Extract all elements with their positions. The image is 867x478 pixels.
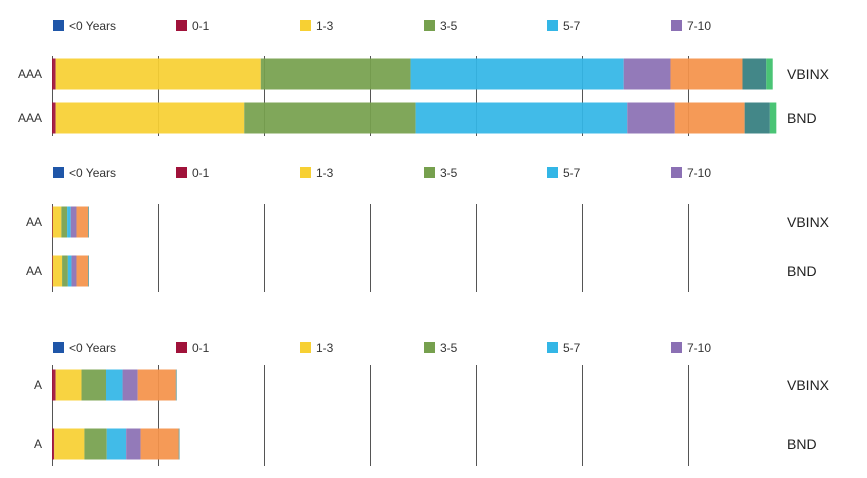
bar-segment-a-bnd-0-1	[52, 428, 55, 460]
bar-segment-aa-bnd-3-5	[62, 255, 68, 287]
bar-segment-aaa-bnd-1-3	[55, 102, 245, 134]
bar-segment-aaa-bnd-0-1	[52, 102, 56, 134]
bar-segment-aaa-bnd-20	[769, 102, 777, 134]
rating-label-aaa: AAA	[18, 111, 42, 125]
bar-segment-aaa-bnd-5-7	[415, 102, 628, 134]
bar-segment-aaa-bnd-3-5	[244, 102, 416, 134]
rating-label-aa: AA	[26, 215, 42, 229]
bar-segment-aa-vbinx-15-20	[88, 206, 89, 238]
bar-segment-aaa-vbinx-3-5	[260, 58, 411, 90]
legend-swatch-7-10	[671, 167, 682, 178]
legend-label-5-7: 5-7	[563, 341, 581, 355]
legend-swatch-0-years	[53, 20, 64, 31]
bar-segment-a-bnd-3-5	[84, 428, 107, 460]
bar-segment-aa-vbinx-0-1	[52, 206, 53, 238]
legend-label-0-years: <0 Years	[69, 341, 116, 355]
legend-swatch-7-10	[671, 20, 682, 31]
legend-swatch-0-1	[176, 342, 187, 353]
legend-label-1-3: 1-3	[316, 19, 334, 33]
bar-segment-a-bnd-7-10	[126, 428, 141, 460]
legend-swatch-1-3	[300, 20, 311, 31]
fund-label-bnd: BND	[787, 110, 817, 126]
legend-label-7-10: 7-10	[687, 166, 711, 180]
bar-segment-a-vbinx-15-20	[175, 369, 177, 401]
legend-label-3-5: 3-5	[440, 19, 458, 33]
legend-swatch-1-3	[300, 342, 311, 353]
legend-label-0-1: 0-1	[192, 166, 210, 180]
legend-label-5-7: 5-7	[563, 166, 581, 180]
legend-label-7-10: 7-10	[687, 341, 711, 355]
legend-label-3-5: 3-5	[440, 166, 458, 180]
bar-segment-a-vbinx-7-10	[122, 369, 138, 401]
bar-segment-aaa-vbinx-15-20	[742, 58, 767, 90]
legend-swatch-1-3	[300, 167, 311, 178]
legend-label-5-7: 5-7	[563, 19, 581, 33]
legend-swatch-5-7	[547, 20, 558, 31]
rating-label-aa: AA	[26, 264, 42, 278]
legend-label-0-1: 0-1	[192, 341, 210, 355]
legend-swatch-0-1	[176, 167, 187, 178]
fund-label-vbinx: VBINX	[787, 214, 830, 230]
legend-swatch-0-1	[176, 20, 187, 31]
fund-label-bnd: BND	[787, 263, 817, 279]
rating-label-a: A	[34, 378, 42, 392]
legend-swatch-3-5	[424, 20, 435, 31]
bar-segment-aaa-vbinx-20	[766, 58, 773, 90]
bar-segment-a-vbinx-3-5	[81, 369, 106, 401]
bar-segment-aa-vbinx-10-15	[76, 206, 88, 238]
bar-segment-a-vbinx-10-15	[137, 369, 176, 401]
legend-label-0-1: 0-1	[192, 19, 210, 33]
rating-label-aaa: AAA	[18, 67, 42, 81]
bar-segment-aa-vbinx-5-7	[67, 206, 71, 238]
bar-segment-aaa-bnd-15-20	[744, 102, 770, 134]
bar-segment-aa-vbinx-7-10	[70, 206, 77, 238]
legend-swatch-5-7	[547, 342, 558, 353]
legend-label-7-10: 7-10	[687, 19, 711, 33]
bar-segment-aaa-vbinx-10-15	[670, 58, 743, 90]
fund-label-vbinx: VBINX	[787, 377, 830, 393]
bar-segment-a-bnd-5-7	[106, 428, 127, 460]
bar-segment-aaa-bnd-10-15	[674, 102, 745, 134]
bar-segment-a-vbinx-5-7	[106, 369, 123, 401]
panel-aa: <0 Years 0-1 1-3 3-5 5-7 7-10 AA VBINX AA BND	[26, 166, 830, 292]
legend-swatch-0-years	[53, 342, 64, 353]
legend-label-1-3: 1-3	[316, 166, 334, 180]
legend-swatch-3-5	[424, 342, 435, 353]
bar-segment-a-bnd-10-15	[140, 428, 179, 460]
bar-segment-aaa-vbinx-0-1	[52, 58, 56, 90]
bar-segment-aa-bnd-1-3	[52, 255, 63, 287]
bar-segment-aa-vbinx-3-5	[61, 206, 68, 238]
legend-swatch-7-10	[671, 342, 682, 353]
bar-segment-aaa-vbinx-1-3	[55, 58, 261, 90]
legend-label-1-3: 1-3	[316, 341, 334, 355]
legend-label-0-years: <0 Years	[69, 166, 116, 180]
legend-swatch-5-7	[547, 167, 558, 178]
bar-segment-aa-bnd-5-7	[67, 255, 72, 287]
legend-label-0-years: <0 Years	[69, 19, 116, 33]
legend-swatch-3-5	[424, 167, 435, 178]
bar-segment-aa-vbinx-1-3	[52, 206, 62, 238]
bar-segment-a-bnd-15-20	[178, 428, 180, 460]
bar-segment-aa-bnd-7-10	[71, 255, 77, 287]
bar-segment-a-vbinx-0-1	[52, 369, 56, 401]
legend-label-3-5: 3-5	[440, 341, 458, 355]
fund-label-vbinx: VBINX	[787, 66, 830, 82]
bar-segment-aa-bnd-10-15	[76, 255, 88, 287]
bar-segment-aaa-vbinx-5-7	[410, 58, 624, 90]
bar-segment-aa-bnd-15-20	[88, 255, 89, 287]
legend-swatch-0-years	[53, 167, 64, 178]
panel-a: <0 Years 0-1 1-3 3-5 5-7 7-10 A VBINX A BND	[34, 341, 830, 466]
rating-label-a: A	[34, 437, 42, 451]
bar-segment-a-vbinx-1-3	[55, 369, 82, 401]
bar-segment-aaa-vbinx-7-10	[623, 58, 671, 90]
panel-aaa: <0 Years 0-1 1-3 3-5 5-7 7-10 AAA VBINX AAA BND	[18, 19, 830, 136]
bar-segment-aa-bnd-0-1	[52, 255, 53, 287]
bar-segment-aaa-bnd-7-10	[627, 102, 675, 134]
bar-segment-a-bnd-1-3	[54, 428, 85, 460]
fund-label-bnd: BND	[787, 436, 817, 452]
